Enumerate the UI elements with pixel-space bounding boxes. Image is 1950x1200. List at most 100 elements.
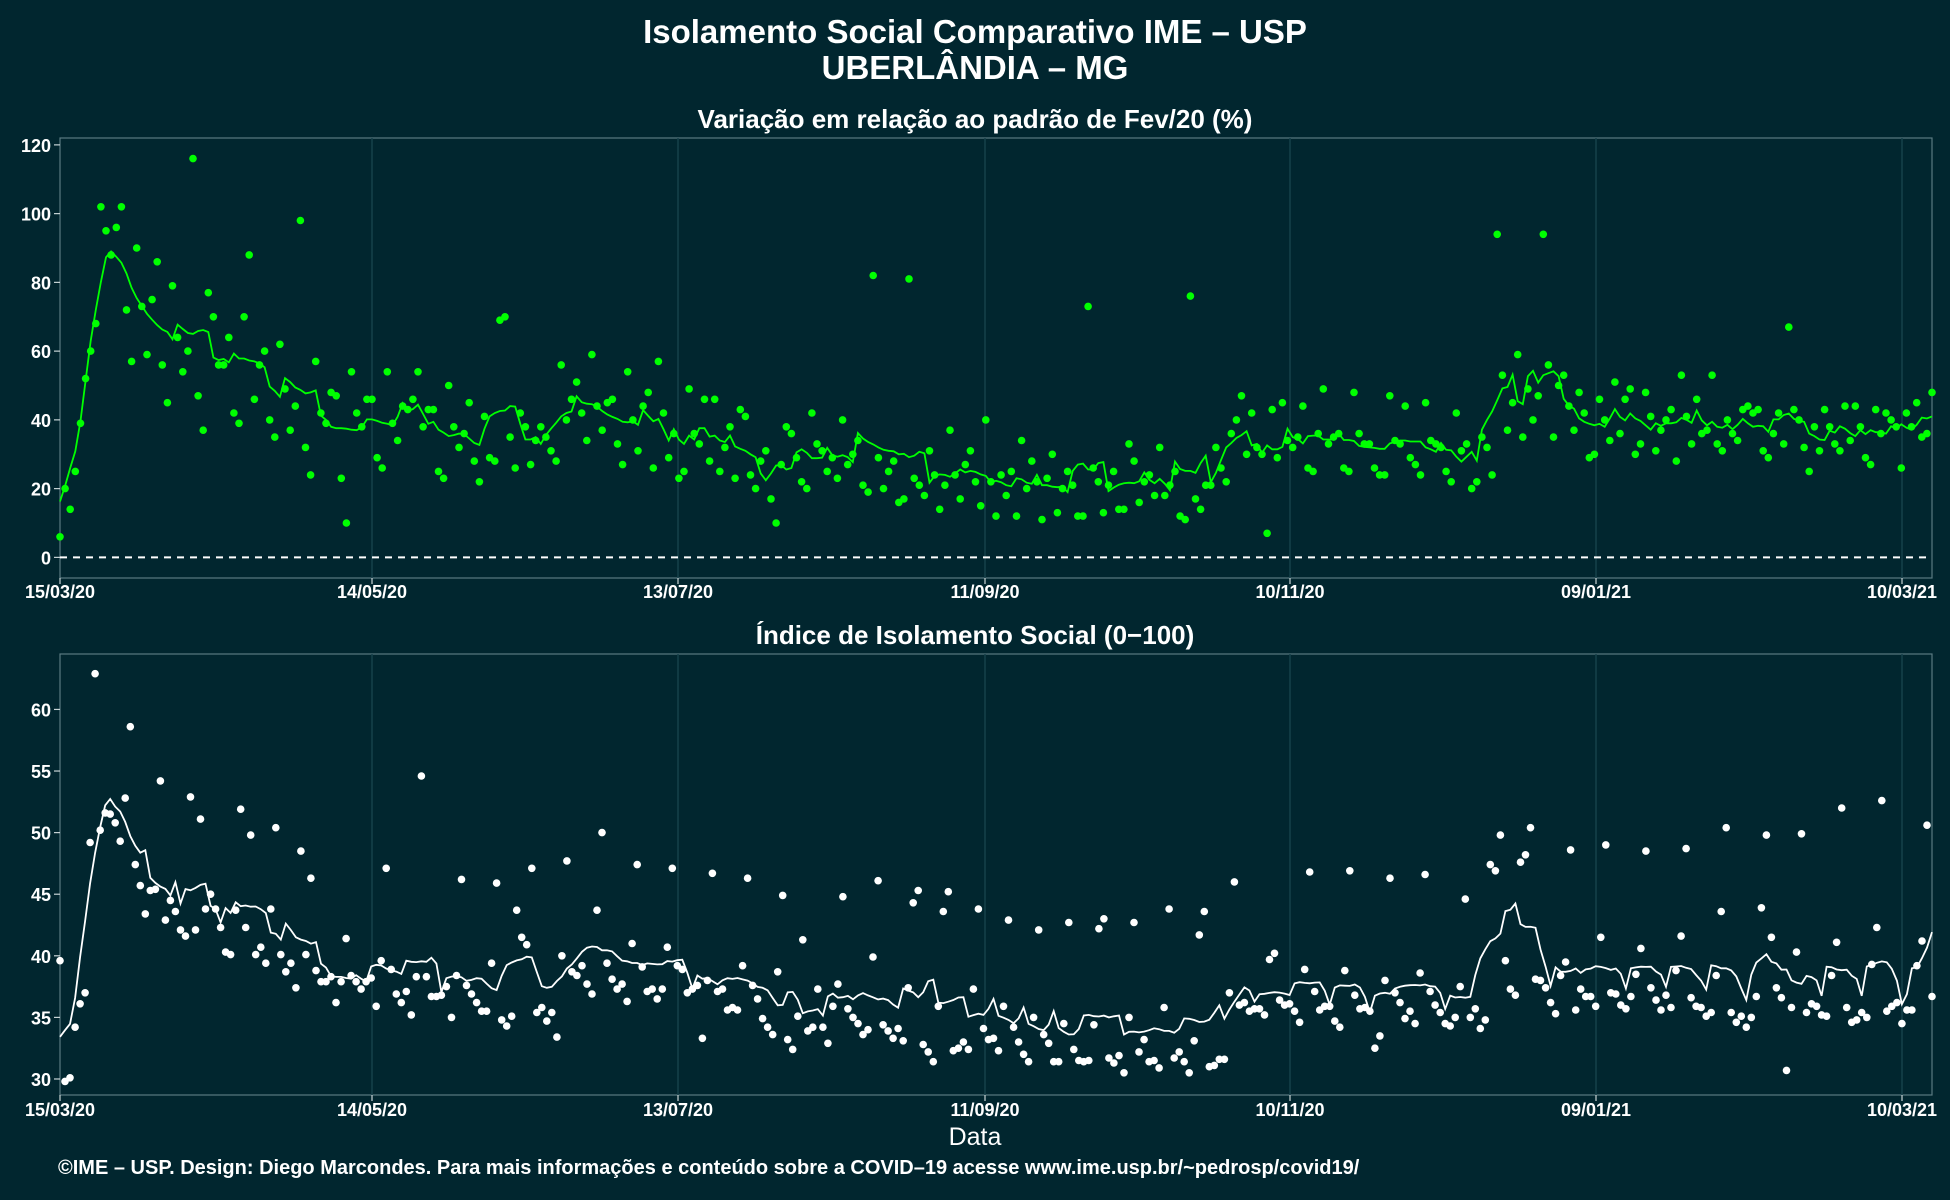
variation-data-point	[1606, 436, 1614, 445]
variation-data-point	[1897, 464, 1906, 472]
variation-data-point	[1580, 409, 1588, 417]
variation-data-point	[378, 464, 387, 472]
index-data-point	[236, 805, 245, 813]
index-data-point	[1827, 971, 1836, 980]
index-data-point	[563, 857, 571, 865]
index-data-point	[824, 1039, 832, 1048]
variation-data-point	[184, 347, 192, 355]
index-data-point	[1777, 993, 1786, 1002]
variation-data-point	[117, 203, 126, 211]
index-xtick-label: 14/05/20	[337, 1100, 407, 1120]
index-data-point	[1310, 987, 1319, 996]
variation-data-point	[1759, 447, 1767, 455]
index-data-point	[1541, 984, 1550, 992]
variation-data-point	[1022, 484, 1031, 493]
variation-data-point	[1319, 385, 1328, 393]
variation-data-point	[1181, 515, 1189, 524]
variation-data-point	[1232, 416, 1241, 424]
variation-data-point	[1452, 409, 1461, 417]
variation-data-point	[1631, 450, 1640, 459]
index-data-point	[417, 772, 426, 780]
index-data-point	[859, 1030, 867, 1039]
index-data-point	[497, 1016, 506, 1024]
variation-data-point	[577, 409, 586, 417]
variation-data-point	[235, 419, 243, 428]
variation-data-point	[1278, 398, 1287, 407]
variation-data-point	[1616, 429, 1624, 438]
index-data-point	[1285, 1000, 1294, 1008]
index-data-point	[517, 933, 526, 942]
index-ytick-label: 60	[31, 700, 51, 720]
variation-data-point	[56, 533, 64, 541]
variation-data-point	[1519, 433, 1527, 441]
index-data-point	[1687, 993, 1695, 1002]
variation-data-point	[654, 357, 663, 366]
variation-data-point	[1079, 512, 1087, 520]
variation-data-point	[1386, 392, 1394, 400]
variation-data-point	[1626, 385, 1634, 393]
variation-data-point	[1871, 405, 1880, 414]
index-data-point	[91, 669, 99, 678]
index-ytick-label: 30	[31, 1070, 51, 1090]
index-data-point	[1170, 1054, 1178, 1062]
variation-data-point	[782, 423, 791, 431]
variation-data-point	[352, 409, 361, 417]
variation-data-point	[1744, 402, 1752, 410]
index-data-point	[1014, 1038, 1023, 1046]
variation-data-point	[859, 481, 867, 490]
index-ytick-label: 40	[31, 947, 51, 967]
variation-data-point	[1380, 471, 1389, 479]
index-data-point	[1290, 1007, 1299, 1015]
index-data-point	[829, 1002, 837, 1011]
variation-data-point	[1263, 529, 1271, 538]
index-data-point	[1928, 992, 1936, 1001]
index-data-point	[1034, 926, 1043, 934]
index-xtick-label: 13/07/20	[643, 1100, 713, 1120]
variation-data-point	[767, 495, 775, 503]
index-data-point	[969, 985, 978, 993]
variation-data-point	[1549, 433, 1558, 441]
variation-panel-frame	[59, 137, 1933, 579]
index-data-point	[1331, 1017, 1339, 1025]
variation-xtick-label: 14/05/20	[337, 582, 407, 602]
variation-xtick-label: 10/11/20	[1255, 582, 1324, 602]
index-data-point	[1918, 937, 1926, 945]
chart-title: Isolamento Social Comparativo IME – USP	[643, 13, 1307, 50]
variation-data-point	[797, 478, 806, 486]
index-data-point	[558, 952, 566, 960]
variation-data-point	[444, 381, 453, 390]
variation-data-point	[1012, 512, 1021, 520]
variation-data-point	[1779, 440, 1788, 448]
index-data-point	[1165, 905, 1173, 913]
index-data-point	[738, 961, 747, 970]
index-data-point	[1732, 1018, 1741, 1027]
index-data-point	[272, 823, 280, 832]
variation-data-point	[1242, 450, 1251, 459]
index-data-point	[1782, 1066, 1791, 1075]
index-data-point	[809, 1023, 817, 1031]
variation-data-point	[823, 467, 831, 476]
variation-xtick-label: 15/03/20	[25, 582, 95, 602]
index-data-point	[502, 1022, 511, 1030]
variation-data-point	[905, 275, 913, 283]
index-data-point	[1095, 924, 1103, 933]
variation-data-point	[613, 440, 622, 448]
index-data-point	[1085, 1056, 1093, 1065]
variation-data-point	[1831, 440, 1839, 448]
variation-ytick-label: 0	[41, 548, 51, 568]
variation-data-point	[1912, 398, 1921, 407]
index-data-point	[267, 905, 275, 913]
index-data-point	[1456, 982, 1464, 991]
variation-data-point	[1600, 416, 1609, 424]
index-data-point	[1135, 1048, 1143, 1056]
index-data-point	[1812, 1002, 1821, 1011]
index-data-point	[1190, 1037, 1198, 1045]
index-data-point	[1571, 1006, 1580, 1014]
index-xtick-label: 09/01/21	[1561, 1100, 1631, 1120]
variation-data-point	[1534, 392, 1542, 400]
index-data-point	[1260, 1011, 1269, 1019]
variation-data-point	[813, 440, 821, 448]
index-data-point	[1491, 867, 1500, 875]
index-data-point	[768, 1030, 777, 1039]
variation-data-point	[470, 457, 479, 465]
